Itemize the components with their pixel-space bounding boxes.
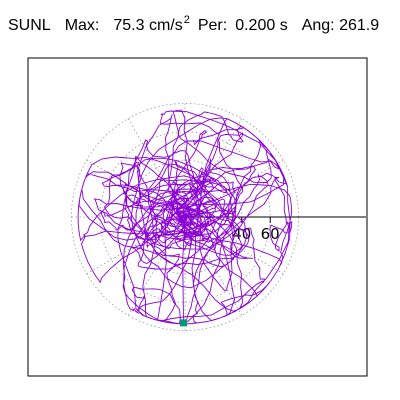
grid-spoke-300 bbox=[184, 216, 243, 316]
orbit-trace bbox=[77, 109, 293, 325]
station-code: SUNL bbox=[8, 17, 51, 34]
peak-marker-group bbox=[179, 319, 187, 327]
grid-spoke-210 bbox=[86, 216, 186, 275]
grid-spoke-240 bbox=[127, 216, 186, 316]
period-unit: s bbox=[279, 17, 288, 34]
max-unit: cm/s bbox=[148, 17, 183, 34]
angle-value: 261.9 bbox=[339, 17, 380, 34]
grid-spoke-330 bbox=[184, 216, 284, 275]
peak-marker bbox=[179, 319, 187, 327]
period-value: 0.200 bbox=[235, 17, 276, 34]
orbit-trace-group bbox=[77, 109, 293, 325]
angle-label: Ang: bbox=[301, 17, 335, 34]
grid-spoke-120 bbox=[127, 118, 186, 218]
plot-frame bbox=[27, 57, 368, 377]
max-label: Max: bbox=[64, 17, 100, 34]
period-label: Per: bbox=[197, 17, 228, 34]
max-value: 75.3 bbox=[113, 17, 145, 34]
chart-header: SUNL Max: 75.3 cm/s2 Per: 0.200 s Ang: 261.9 bbox=[8, 14, 379, 35]
max-unit-exponent: 2 bbox=[183, 14, 190, 26]
